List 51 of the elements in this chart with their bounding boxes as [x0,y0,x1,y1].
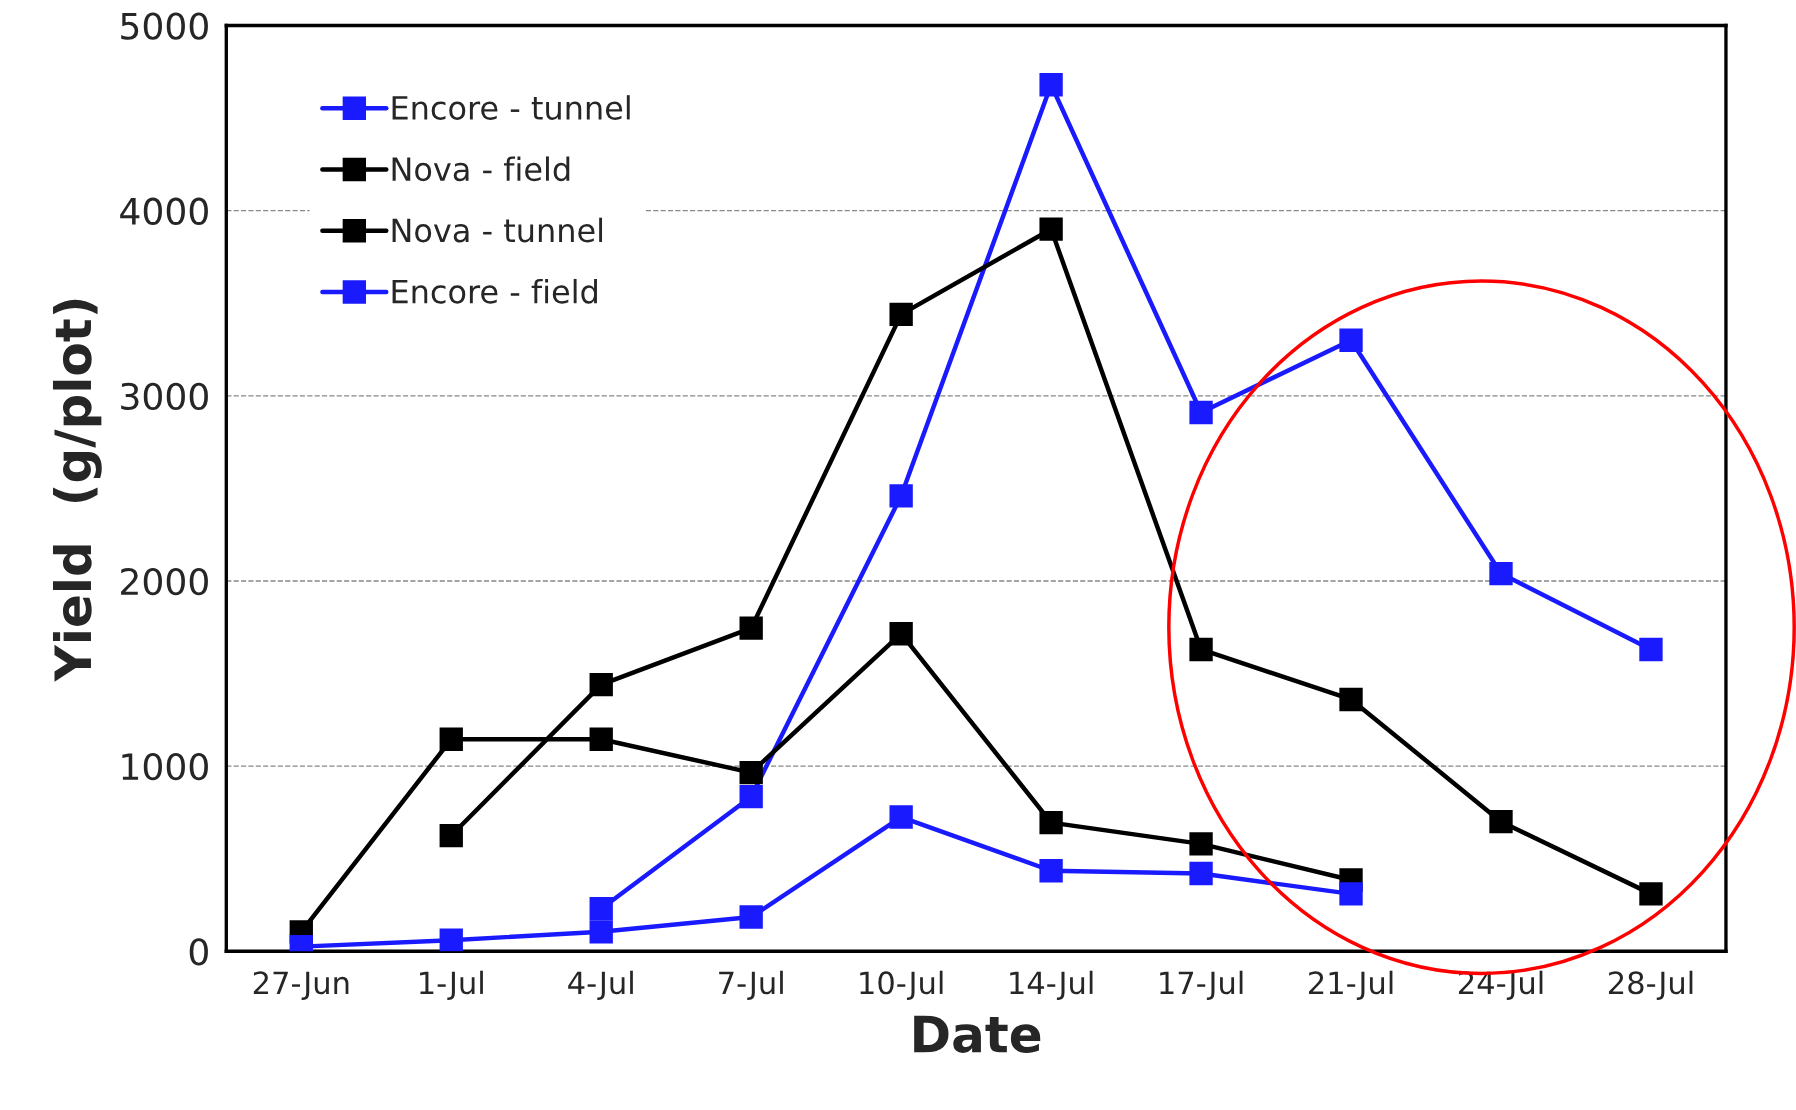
point [739,905,763,929]
x-tick-label: 7-Jul [719,970,783,1001]
point [739,616,763,640]
x-tick-label: 1-Jul [420,970,483,1001]
point [439,928,463,952]
point [1039,73,1063,97]
y-tick-label: 4000 [120,197,208,225]
legend-label: Nova - field [392,156,570,182]
x-tick-label: 27-Jun [253,971,349,1001]
point [1039,217,1063,241]
point [1339,328,1363,352]
point [1639,882,1663,906]
legend-label: Encore - tunnel [392,95,630,120]
point [1039,810,1063,835]
x-tick-label: 10-Jul [860,970,943,1001]
legend-label: Encore - field [392,278,597,304]
point [1489,810,1513,834]
point [439,823,463,848]
point [589,727,613,751]
point [889,622,913,646]
point [1189,400,1213,425]
x-tick-label: 21-Jul [1309,970,1393,1001]
y-axis-title: Yield (g/plot) [52,299,102,682]
point [1489,561,1513,586]
point [589,920,613,944]
y-tick-label: 0 [189,938,208,966]
y-tick-label: 5000 [121,12,208,40]
point [439,727,463,751]
point [889,302,913,327]
point [1339,882,1363,906]
point [1639,637,1663,662]
legend-label: Nova - tunnel [392,217,603,243]
y-tick-label: 2000 [121,567,208,596]
point [1039,859,1063,883]
point [1339,687,1363,712]
point [1189,637,1213,662]
y-tick-label: 3000 [121,382,208,411]
y-tick-label: 1000 [122,753,208,781]
point [739,760,763,785]
x-tick-label: 14-Jul [1010,970,1093,1001]
point [1189,832,1213,856]
x-tick-label: 17-Jul [1160,970,1243,1001]
point [589,897,613,921]
point [739,785,763,809]
point [889,805,913,829]
point [589,672,613,697]
x-tick-label: 28-Jul [1608,970,1693,1001]
point [889,484,913,508]
x-axis-title: Date [914,1015,1041,1053]
point [1189,861,1213,886]
x-tick-label: 4-Jul [568,970,633,1001]
